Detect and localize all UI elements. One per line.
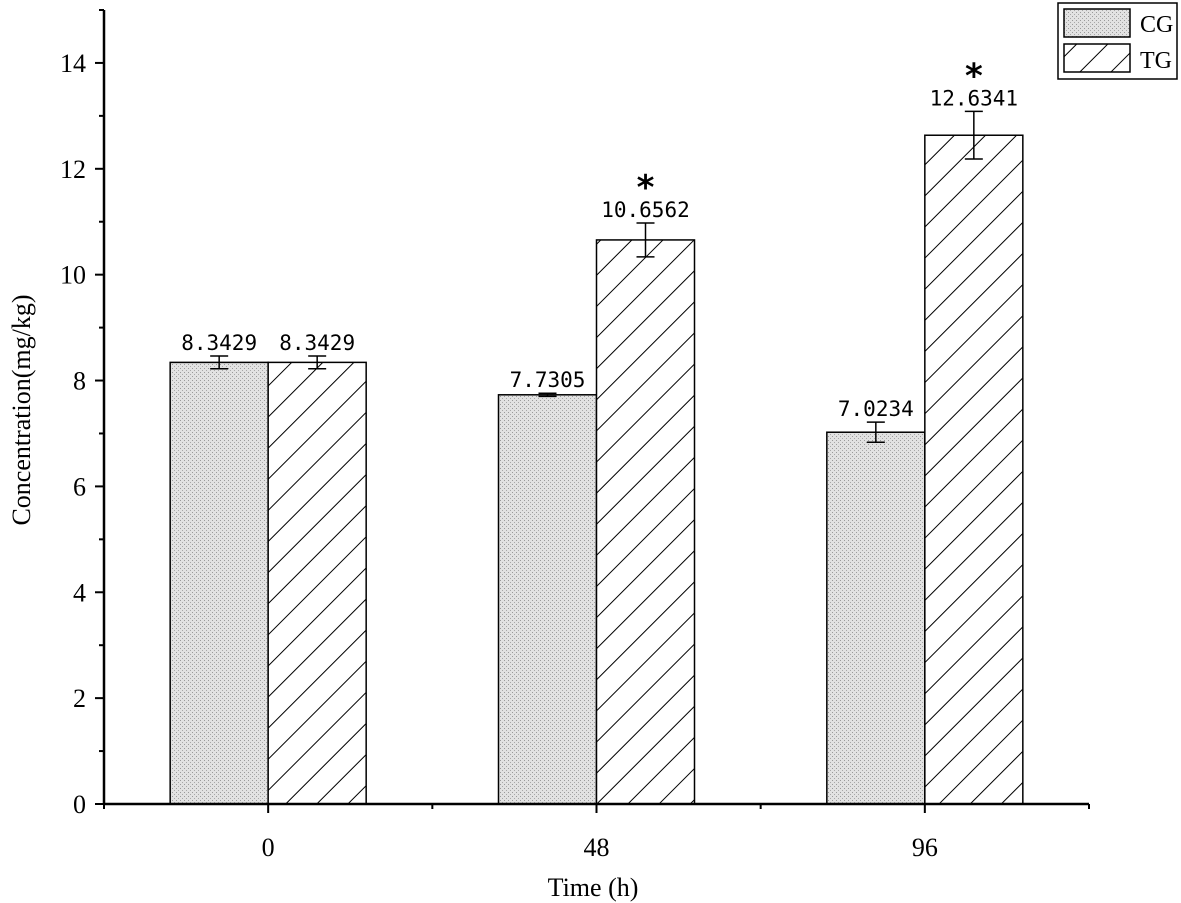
data-label: 10.6562 <box>601 198 690 222</box>
axes: 0 2 4 6 8 10 12 14 0 48 96 <box>60 9 1090 862</box>
significance-mark: * <box>637 168 655 208</box>
bar-cg-0 <box>169 361 269 805</box>
y-tick-label: 14 <box>60 49 86 78</box>
bar-cg-48 <box>497 394 598 805</box>
x-tick-label: 96 <box>912 833 938 862</box>
data-label: 7.7305 <box>510 368 586 392</box>
legend-swatch-tg <box>1063 43 1131 73</box>
bar-tg-0 <box>267 361 367 805</box>
y-tick-label: 8 <box>73 367 86 396</box>
data-label: 8.3429 <box>181 331 257 355</box>
y-tick-label: 4 <box>73 578 86 607</box>
y-tick-label: 10 <box>60 261 86 290</box>
legend: CG TG <box>1057 2 1178 80</box>
y-tick-label: 12 <box>60 155 86 184</box>
y-axis-title: Concentration(mg/kg) <box>7 294 36 525</box>
y-tick-label: 0 <box>73 790 86 819</box>
y-tick-label: 6 <box>73 472 86 501</box>
bar-tg-96 <box>924 134 1024 805</box>
bar-cg-96 <box>826 431 926 805</box>
data-label: 8.3429 <box>279 331 355 355</box>
legend-swatch-cg <box>1063 8 1131 38</box>
x-tick-label: 0 <box>262 833 275 862</box>
legend-label-cg: CG <box>1140 12 1173 38</box>
x-tick-label: 48 <box>584 833 610 862</box>
y-tick-label: 2 <box>73 684 86 713</box>
bar-tg-48 <box>595 239 696 805</box>
significance-mark: * <box>965 56 983 96</box>
x-axis-title: Time (h) <box>548 873 639 902</box>
data-label: 7.0234 <box>838 397 914 421</box>
legend-label-tg: TG <box>1140 48 1172 74</box>
data-label: 12.6341 <box>930 86 1019 110</box>
